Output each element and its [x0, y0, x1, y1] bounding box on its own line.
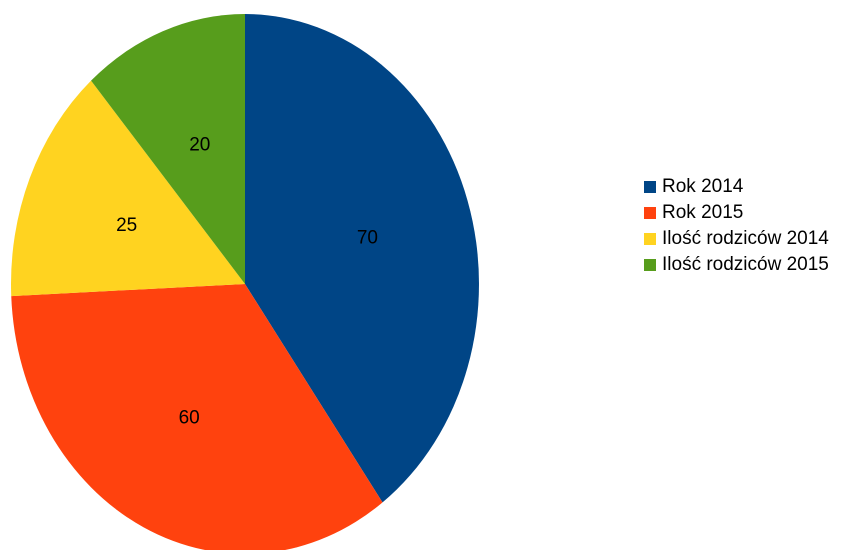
legend-label: Rok 2015: [662, 202, 744, 223]
legend-item: Ilość rodziców 2014: [644, 226, 829, 252]
slice-data-label: 20: [189, 134, 210, 155]
pie-slice-1: [245, 14, 479, 503]
legend-swatch: [644, 233, 656, 245]
slice-data-label: 70: [357, 228, 378, 249]
pie-slice-2: [11, 284, 383, 554]
legend-swatch: [644, 181, 656, 193]
slice-data-label: 25: [116, 215, 137, 236]
legend-swatch: [644, 207, 656, 219]
legend-item: Rok 2015: [644, 200, 829, 226]
legend: Rok 2014 Rok 2015 Ilość rodziców 2014 Ilość…: [644, 174, 829, 278]
legend-label: Ilość rodziców 2014: [662, 228, 829, 249]
legend-swatch: [644, 259, 656, 271]
pie-slice-4: [91, 14, 245, 284]
legend-item: Ilość rodziców 2015: [644, 252, 829, 278]
legend-item: Rok 2014: [644, 174, 829, 200]
legend-label: Rok 2014: [662, 176, 744, 197]
pie-slice-3: [11, 80, 245, 297]
slice-data-label: 60: [179, 407, 200, 428]
legend-label: Ilość rodziców 2015: [662, 254, 829, 275]
